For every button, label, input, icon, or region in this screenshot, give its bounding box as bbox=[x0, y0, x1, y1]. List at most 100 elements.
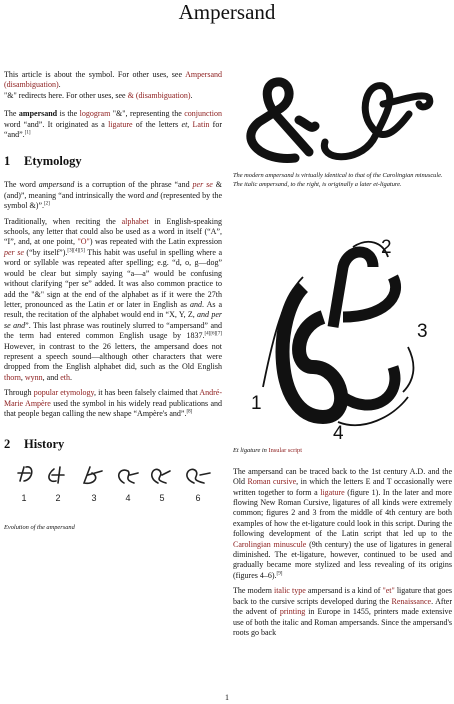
text-run: (represented by the symbol &)”. bbox=[4, 190, 222, 211]
section-heading: 2 History bbox=[4, 437, 222, 451]
citation[interactable]: [8] bbox=[186, 409, 193, 415]
link[interactable]: Roman cursive bbox=[247, 477, 297, 487]
roman-ampersand bbox=[246, 77, 320, 163]
text-run: for “and”. bbox=[4, 119, 223, 140]
section-number: 2 bbox=[4, 437, 11, 452]
hatnote: This article is about the symbol. For ot… bbox=[4, 70, 222, 91]
citation[interactable]: [4][6][7] bbox=[204, 331, 223, 337]
text-run: & (and)”, meaning “and intrinsically the… bbox=[4, 180, 222, 200]
section-number: 1 bbox=[4, 154, 11, 169]
glyph bbox=[17, 466, 33, 483]
text-run: This habit was useful in spelling where … bbox=[4, 247, 222, 309]
text-run: (“by itself”). bbox=[23, 247, 68, 257]
citation[interactable]: [3][4][5] bbox=[67, 248, 85, 254]
italic-ampersand bbox=[320, 82, 434, 161]
text-run: The bbox=[4, 109, 19, 119]
link[interactable]: italic type bbox=[273, 586, 306, 596]
link[interactable]: ligature bbox=[108, 119, 133, 129]
figure-label: 4 bbox=[125, 493, 130, 503]
text-run: . bbox=[70, 372, 73, 382]
text-run: . After the advent of bbox=[233, 596, 453, 617]
link[interactable]: per se bbox=[4, 247, 24, 257]
paragraph: Through popular etymology, it has been f… bbox=[4, 388, 222, 419]
link[interactable]: alphabet bbox=[121, 216, 149, 226]
text-run: and bbox=[146, 190, 159, 200]
link[interactable]: "O" bbox=[77, 237, 90, 247]
text-run: "&", representing the bbox=[110, 109, 185, 119]
text-run: of the letters bbox=[132, 119, 182, 129]
arrow bbox=[262, 276, 304, 388]
link[interactable]: popular etymology bbox=[33, 388, 94, 398]
link[interactable]: "et" bbox=[382, 586, 395, 596]
text-run: is a corruption of the phrase “and bbox=[74, 180, 193, 190]
left-column: This article is about the symbol. For ot… bbox=[4, 70, 222, 540]
right-column: The modern ampersand is virtually identi… bbox=[233, 70, 452, 643]
et-ligature-figure: 1 2 3 4 bbox=[251, 237, 428, 444]
citation[interactable]: [9] bbox=[276, 571, 283, 577]
text-run: . As a result, the recitation of the alp… bbox=[4, 299, 222, 320]
lead-paragraph: The ampersand is the logogram "&", repre… bbox=[4, 109, 222, 140]
figure-label: 3 bbox=[91, 493, 96, 503]
link[interactable]: André-Marie Ampère bbox=[4, 388, 222, 408]
figure-caption: The modern ampersand is virtually identi… bbox=[233, 172, 443, 189]
glyph bbox=[82, 466, 103, 485]
link[interactable]: ligature bbox=[320, 487, 345, 497]
text-run: This article is about the symbol. For ot… bbox=[4, 70, 186, 79]
glyph bbox=[117, 469, 139, 485]
text-run: in English-speaking schools, any letter … bbox=[4, 216, 222, 247]
text-run: Et ligature in bbox=[233, 446, 269, 454]
text-run: . bbox=[58, 80, 61, 90]
page-number: 1 bbox=[225, 693, 229, 702]
text-run: The modern bbox=[233, 586, 274, 596]
figure-label: 5 bbox=[159, 493, 164, 503]
paragraph: The modern italic type ampersand is a ki… bbox=[233, 586, 452, 638]
figure-caption: Evolution of the ampersand bbox=[4, 523, 75, 531]
hatnote: "&" redirects here. For other uses, see … bbox=[4, 91, 222, 101]
glyph bbox=[186, 469, 211, 485]
text-run: used the symbol in his widely read publi… bbox=[4, 398, 222, 418]
text-run: (figure 1). In the later and more flowin… bbox=[233, 487, 452, 539]
paragraph: The ampersand can be traced back to the … bbox=[233, 467, 452, 581]
text-run: word “and”. It originated as a bbox=[4, 119, 109, 129]
link[interactable]: Renaissance bbox=[391, 596, 432, 606]
link[interactable]: conjunction bbox=[184, 109, 223, 119]
text-run: et bbox=[181, 119, 188, 129]
glyph bbox=[150, 469, 171, 485]
link[interactable]: eth bbox=[60, 372, 71, 382]
link[interactable]: per se bbox=[192, 180, 213, 190]
text-run: , bbox=[187, 119, 193, 129]
figure-label: 1 bbox=[251, 393, 262, 414]
link[interactable]: Carolingian minuscule bbox=[233, 539, 307, 549]
link[interactable]: Ampersand (disambiguation) bbox=[4, 70, 222, 90]
text-run: (9th century) the use of ligatures in ge… bbox=[233, 539, 453, 580]
text-run: ) was repeated with the Latin expression bbox=[89, 237, 222, 247]
glyph bbox=[48, 466, 65, 485]
paragraph: The word ampersand is a corruption of th… bbox=[4, 180, 222, 211]
link[interactable]: logogram bbox=[79, 109, 111, 119]
citation[interactable]: [1] bbox=[24, 130, 31, 136]
link[interactable]: Insular script bbox=[268, 446, 302, 454]
link[interactable]: Latin bbox=[192, 119, 210, 129]
ligature-stroke bbox=[327, 247, 401, 411]
text-run: The word bbox=[4, 180, 39, 190]
citation[interactable]: [2] bbox=[44, 201, 50, 207]
section-title: History bbox=[24, 437, 65, 452]
figure-label: 3 bbox=[417, 321, 428, 342]
figure-label: 4 bbox=[333, 423, 344, 442]
link[interactable]: thorn bbox=[4, 372, 21, 382]
figure-caption: Et ligature in Insular script bbox=[233, 446, 452, 455]
text-run: Traditionally, when reciting the bbox=[4, 216, 122, 226]
link[interactable]: wynn bbox=[24, 372, 43, 382]
text-run: or later in English as bbox=[113, 299, 191, 309]
article-title: Ampersand bbox=[178, 0, 276, 24]
figure-label: 2 bbox=[381, 237, 392, 258]
ligature-stroke bbox=[275, 282, 348, 425]
arrow bbox=[337, 396, 409, 427]
link[interactable]: printing bbox=[279, 607, 306, 617]
text-run: ampersand bbox=[38, 180, 75, 190]
text-run: , in which the letters E and T occasiona… bbox=[233, 477, 453, 497]
link[interactable]: & (disambiguation) bbox=[127, 90, 191, 100]
text-run: ampersand is a kind of bbox=[305, 586, 383, 596]
text-run: , bbox=[20, 372, 25, 382]
